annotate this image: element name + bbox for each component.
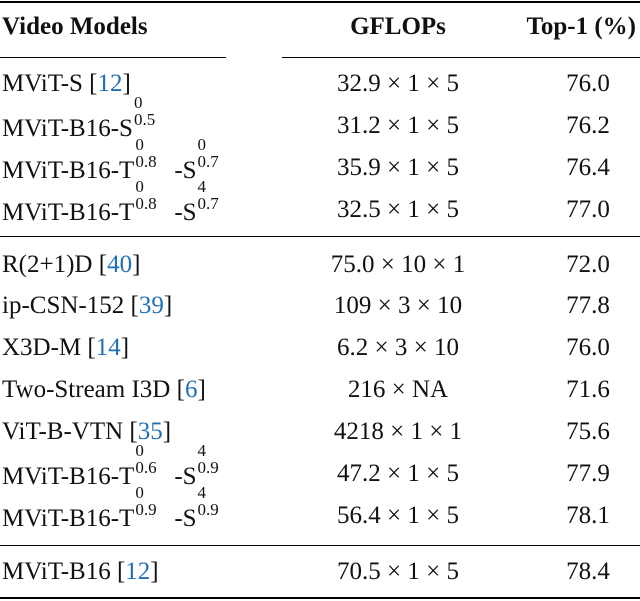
gflops-value: 35.9 × 1 × 5 xyxy=(337,154,459,181)
model-name: MViT-B16-T 0 0.6 -S 4 0.9 xyxy=(2,441,219,490)
top1-value: 76.2 xyxy=(566,112,610,139)
section-rule xyxy=(0,545,640,546)
model-name: X3D-M [14] xyxy=(2,334,130,361)
model-name: MViT-B16-T 0 0.8 -S 0 0.7 xyxy=(2,135,219,184)
gflops-value: 6.2 × 3 × 10 xyxy=(337,334,459,361)
top1-value: 76.0 xyxy=(566,334,610,361)
citation-link[interactable]: 6 xyxy=(184,376,198,403)
bottom-rule xyxy=(0,597,640,599)
table-row: X3D-M [14] 6.2 × 3 × 10 76.0 xyxy=(0,328,640,368)
top1-value: 76.4 xyxy=(566,154,610,181)
gflops-value: 75.0 × 10 × 1 xyxy=(330,251,466,278)
header-top1: Top-1 (%) xyxy=(526,13,636,40)
citation-link[interactable]: 12 xyxy=(125,558,151,585)
citation-link[interactable]: 35 xyxy=(137,418,163,445)
section-rule xyxy=(0,236,640,237)
top1-value: 76.0 xyxy=(566,70,610,97)
citation-link[interactable]: 12 xyxy=(97,70,123,97)
header-rule-right xyxy=(282,57,640,58)
header-video-models: Video Models xyxy=(2,13,148,40)
gflops-value: 47.2 × 1 × 5 xyxy=(337,460,459,487)
model-name: MViT-S [12] xyxy=(2,70,131,97)
gflops-value: 216 × NA xyxy=(347,376,449,403)
table-row: MViT-B16-S 0 0.5 31.2 × 1 × 5 76.2 xyxy=(0,93,640,146)
top1-value: 78.4 xyxy=(566,558,610,585)
header-rule-left xyxy=(0,57,226,58)
table-row: ViT-B-VTN [35] 4218 × 1 × 1 75.6 xyxy=(0,412,640,452)
model-name: ip-CSN-152 [39] xyxy=(2,292,173,319)
top1-value: 77.8 xyxy=(566,292,610,319)
model-name: MViT-B16-S 0 0.5 xyxy=(2,93,156,142)
table-row: MViT-S [12] 32.9 × 1 × 5 76.0 xyxy=(0,64,640,104)
citation-link[interactable]: 14 xyxy=(95,334,121,361)
top1-value: 72.0 xyxy=(566,251,610,278)
table-row: R(2+1)D [40] 75.0 × 10 × 1 72.0 xyxy=(0,245,640,285)
model-name: Two-Stream I3D [6] xyxy=(2,376,206,403)
model-name: R(2+1)D [40] xyxy=(2,251,141,278)
gflops-value: 32.5 × 1 × 5 xyxy=(337,196,459,223)
model-name: MViT-B16 [12] xyxy=(2,558,159,585)
table-row: Two-Stream I3D [6] 216 × NA 71.6 xyxy=(0,370,640,410)
top1-value: 77.0 xyxy=(566,196,610,223)
gflops-value: 32.9 × 1 × 5 xyxy=(337,70,459,97)
top1-value: 77.9 xyxy=(566,460,610,487)
top1-value: 75.6 xyxy=(566,418,610,445)
model-name: MViT-B16-T 0 0.9 -S 4 0.9 xyxy=(2,483,219,532)
table-header: Video Models GFLOPs Top-1 (%) xyxy=(0,13,640,49)
gflops-value: 4218 × 1 × 1 xyxy=(333,418,463,445)
table-row: ip-CSN-152 [39] 109 × 3 × 10 77.8 xyxy=(0,286,640,326)
citation-link[interactable]: 39 xyxy=(138,292,164,319)
header-gflops: GFLOPs xyxy=(350,13,446,40)
table-row: MViT-B16-T 0 0.6 -S 4 0.9 47.2 × 1 × 5 77.9 xyxy=(0,441,640,494)
table-row: MViT-B16 [12] 70.5 × 1 × 5 78.4 xyxy=(0,552,640,592)
table-row: MViT-B16-T 0 0.9 -S 4 0.9 56.4 × 1 × 5 78.1 xyxy=(0,483,640,536)
top1-value: 71.6 xyxy=(566,376,610,403)
top-rule xyxy=(0,1,640,3)
top1-value: 78.1 xyxy=(566,502,610,529)
gflops-value: 56.4 × 1 × 5 xyxy=(337,502,459,529)
gflops-value: 109 × 3 × 10 xyxy=(333,292,463,319)
table-row: MViT-B16-T 0 0.8 -S 4 0.7 32.5 × 1 × 5 77.0 xyxy=(0,177,640,230)
model-name: MViT-B16-T 0 0.8 -S 4 0.7 xyxy=(2,177,219,226)
citation-link[interactable]: 40 xyxy=(107,251,133,278)
gflops-value: 31.2 × 1 × 5 xyxy=(337,112,459,139)
table-row: MViT-B16-T 0 0.8 -S 0 0.7 35.9 × 1 × 5 76.4 xyxy=(0,135,640,188)
gflops-value: 70.5 × 1 × 5 xyxy=(337,558,459,585)
model-name: ViT-B-VTN [35] xyxy=(2,418,172,445)
